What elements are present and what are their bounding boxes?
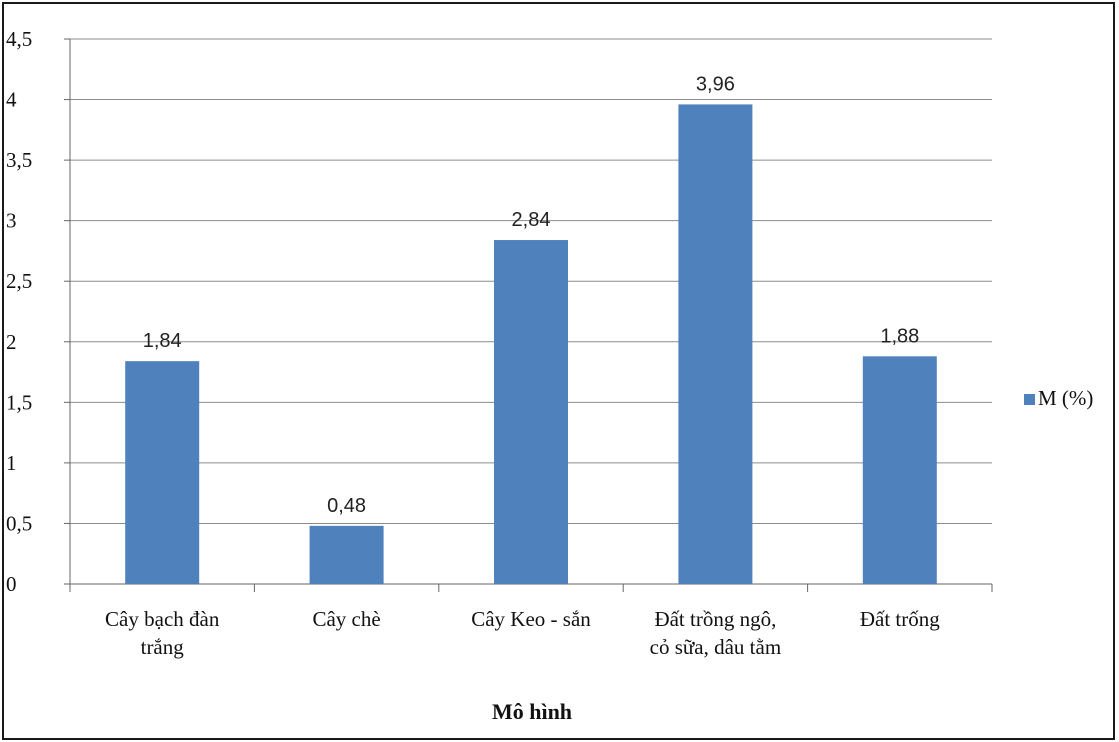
x-tick-label: Cây chè (312, 607, 380, 631)
legend-label: M (%) (1038, 386, 1093, 410)
y-tick-label: 0,5 (6, 511, 32, 535)
data-labels: 1,84 0,48 2,84 3,96 1,88 (143, 73, 920, 516)
y-tick-label: 3,5 (6, 148, 32, 172)
y-tick-label: 2,5 (6, 269, 32, 293)
y-tick-label: 0 (6, 572, 17, 596)
y-tick-label: 4 (6, 88, 17, 112)
x-tick-label: Đất trồng ngô, (654, 607, 776, 631)
x-tick-label: Cây bạch đàn (105, 607, 220, 631)
data-label: 0,48 (327, 495, 366, 517)
y-tick-label: 2 (6, 330, 17, 354)
y-tick-label: 3 (6, 209, 17, 233)
y-tick-label: 1,5 (6, 390, 32, 414)
legend-swatch (1024, 394, 1035, 405)
x-tick-label: Cây Keo - sắn (471, 607, 591, 631)
y-tick-label: 4,5 (6, 27, 32, 51)
bar (862, 356, 937, 584)
bar (125, 361, 200, 584)
x-tick-label: cỏ sữa, dâu tằm (650, 635, 782, 659)
x-axis-title: Mô hình (492, 699, 572, 724)
bar (494, 240, 568, 585)
x-tick-label: Đất trống (860, 607, 940, 631)
data-label: 3,96 (696, 73, 735, 95)
data-label: 1,88 (880, 325, 919, 347)
bar (309, 525, 384, 584)
y-tick-label: 1 (6, 451, 17, 475)
data-label: 2,84 (512, 209, 551, 231)
bars (125, 104, 937, 585)
y-tick-labels: 0 0,5 1 1,5 2 2,5 3 3,5 4 4,5 (6, 27, 32, 596)
legend: M (%) (1024, 386, 1093, 410)
x-tick-labels: Cây bạch đàn trắng Cây chè Cây Keo - sắn Đất… (105, 607, 940, 659)
x-tick-label: trắng (141, 635, 185, 659)
bar (678, 104, 753, 585)
data-label: 1,84 (143, 330, 182, 352)
